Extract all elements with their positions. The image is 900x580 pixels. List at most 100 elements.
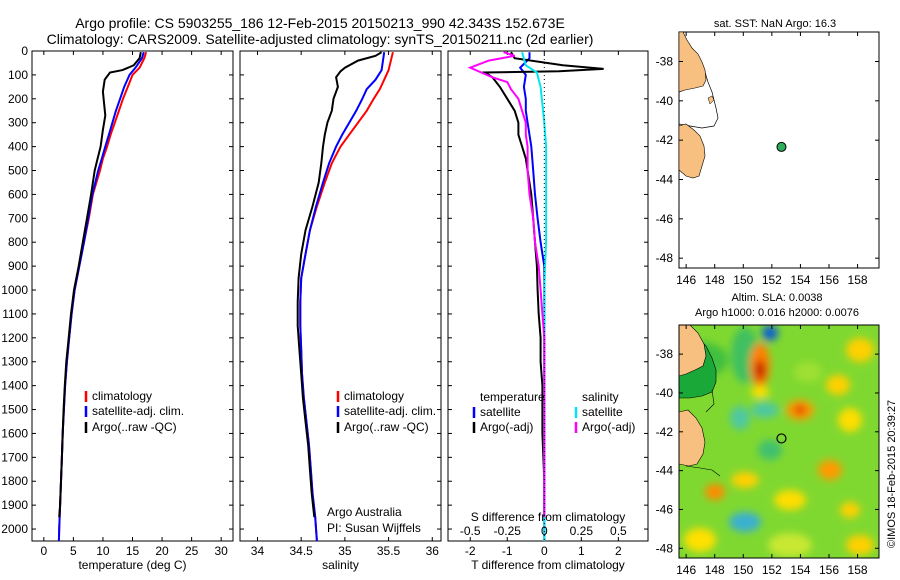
map_bottom-ytick-label: -48 — [656, 541, 674, 555]
difference-profile-panel: -2 -1 0 1 2T difference from climatology -0.5… — [447, 50, 649, 572]
temperature-ytick-label: 300 — [8, 116, 28, 130]
map_bottom-ytick-label: -38 — [656, 347, 674, 361]
temperature-ytick-label: 0 — [21, 44, 28, 58]
temperature-series-group — [57, 51, 148, 541]
salinity-difference-tick-label: 0.5 — [610, 524, 627, 538]
temperature-axes-frame — [31, 50, 234, 542]
sla-map-mainland-coast — [679, 325, 707, 377]
map_bottom-xtick-label: 154 — [790, 563, 810, 577]
difference-series-2 — [521, 51, 548, 541]
map_bottom-xtick-label: 150 — [733, 563, 753, 577]
temperature-xtick-label: 15 — [126, 544, 140, 558]
differences-xtick-label: -1 — [502, 544, 513, 558]
salinity-legend-item: Argo(..raw -QC) — [344, 420, 429, 434]
difference-legend-item: Argo(-adj) — [480, 420, 533, 434]
temperature-ytick-label: 200 — [8, 92, 28, 106]
salinity-legend-item: satellite-adj. clim. — [344, 404, 436, 418]
imos-credit: ©IMOS 18-Feb-2015 20:39:27 — [886, 399, 898, 548]
temperature-ytick-label: 700 — [8, 211, 28, 225]
sst-map-panel: sat. SST: NaN Argo: 16.3 146 148 150 152 154… — [656, 18, 880, 287]
temperature-ytick-label: 1600 — [1, 426, 28, 440]
temperature-xtick-label: 30 — [214, 544, 228, 558]
differences-series-group — [467, 51, 604, 541]
map_bottom-ytick-label: -46 — [656, 502, 674, 516]
salinity-difference-axis-label: S difference from climatology — [471, 510, 626, 524]
salinity-series-group — [296, 51, 394, 541]
difference-legend-item: satellite — [582, 405, 623, 419]
map_top-xtick-label: 150 — [733, 273, 753, 287]
salinity-xtick-label: 36 — [426, 544, 440, 558]
temperature-ytick-label: 600 — [8, 187, 28, 201]
temperature-xlabel: temperature (deg C) — [78, 558, 186, 572]
sla-map-argo-position-marker — [776, 433, 787, 444]
temperature-ytick-label: 1400 — [1, 379, 28, 393]
salinity-difference-tick-label: -0.25 — [494, 524, 522, 538]
map_bottom-xtick-label: 158 — [848, 563, 868, 577]
sst-map-title: sat. SST: NaN Argo: 16.3 — [714, 18, 836, 30]
salinity-xtick-label: 35.5 — [377, 544, 401, 558]
temperature-ytick-label: 100 — [8, 68, 28, 82]
map_top-ytick-label: -46 — [656, 212, 674, 226]
differences-xtick-label: 1 — [578, 544, 585, 558]
map_bottom-xtick-label: 156 — [819, 563, 839, 577]
legend-title-temperature: temperature — [480, 390, 545, 404]
salinity-xlabel: salinity — [322, 558, 359, 572]
argo-australia-label: Argo Australia — [327, 505, 402, 519]
differences-xtick-label: 2 — [615, 544, 622, 558]
sla-map-panel: Altim. SLA: 0.0038 Argo h1000: 0.016 h20… — [656, 292, 880, 577]
salinity-difference-tick-label: 0 — [541, 524, 548, 538]
temperature-ytick-label: 1000 — [1, 283, 28, 297]
map_top-xtick-label: 158 — [848, 273, 868, 287]
differences-xtick-label: -2 — [465, 544, 476, 558]
difference-series-3 — [467, 51, 546, 518]
salinity-legend-item: climatology — [344, 389, 404, 403]
sst-map-argo-position-marker — [776, 141, 787, 152]
difference-legend-item: Argo(-adj) — [582, 420, 635, 434]
temperature-series-2 — [58, 52, 142, 518]
map_bottom-xtick-label: 146 — [676, 563, 696, 577]
salinity-xtick-label: 34.5 — [289, 544, 313, 558]
difference-legend-item: satellite — [480, 405, 521, 419]
map_top-ytick-label: -42 — [656, 133, 674, 147]
map_top-ytick-label: -40 — [656, 94, 674, 108]
salinity-axes-frame — [239, 50, 442, 542]
temperature-ytick-label: 1500 — [1, 403, 28, 417]
temperature-profile-panel: 0 5 10 15 20 25 300100200300400500600700800900… — [1, 44, 234, 572]
salinity-series-2 — [296, 51, 383, 518]
map_top-xtick-label: 156 — [819, 273, 839, 287]
temperature-ytick-label: 1700 — [1, 450, 28, 464]
map_bottom-ytick-label: -40 — [656, 386, 674, 400]
temperature-ytick-label: 800 — [8, 235, 28, 249]
temperature-xtick-label: 0 — [40, 544, 47, 558]
sst-map-island — [707, 95, 715, 105]
temperature-ytick-label: 1300 — [1, 355, 28, 369]
sst-map-tasmania — [679, 123, 706, 179]
temperature-ytick-label: 1900 — [1, 498, 28, 512]
temperature-xtick-label: 10 — [96, 544, 110, 558]
salinity-profile-panel: 34 34.5 35 35.5 36 salinity climatologysatelli… — [239, 50, 442, 572]
figure-title-line2: Climatology: CARS2009. Satellite-adjuste… — [46, 31, 594, 47]
map_top-xtick-label: 148 — [705, 273, 725, 287]
salinity-xtick-label: 35 — [338, 544, 352, 558]
map_top-ytick-label: -44 — [656, 173, 674, 187]
temperature-ytick-label: 1100 — [2, 307, 28, 321]
legend-title-salinity: salinity — [582, 390, 619, 404]
map_bottom-ytick-label: -44 — [656, 464, 674, 478]
sst-map-mainland-coast — [679, 32, 707, 93]
differences-axes-frame — [447, 50, 649, 542]
sla-map-tasmania — [679, 409, 706, 467]
temperature-legend-item: satellite-adj. clim. — [92, 404, 184, 418]
temperature-ytick-label: 500 — [8, 164, 28, 178]
differences-xlabel: T difference from climatology — [471, 558, 625, 572]
salinity-xtick-label: 34 — [251, 544, 265, 558]
differences-xtick-label: 0 — [541, 544, 548, 558]
temperature-legend-item: Argo(..raw -QC) — [92, 420, 177, 434]
temperature-ytick-label: 400 — [8, 140, 28, 154]
temperature-ytick-label: 900 — [8, 259, 28, 273]
temperature-ytick-label: 1800 — [1, 474, 28, 488]
temperature-xtick-label: 5 — [70, 544, 77, 558]
map_top-ytick-label: -38 — [656, 55, 674, 69]
salinity-difference-tick-label: -0.5 — [460, 524, 481, 538]
temperature-xtick-label: 20 — [155, 544, 169, 558]
